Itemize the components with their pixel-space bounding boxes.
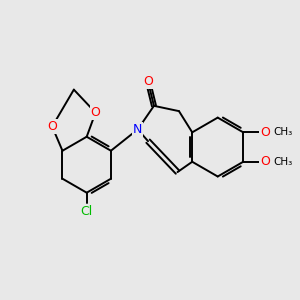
Text: CH₃: CH₃ bbox=[274, 157, 293, 167]
Text: N: N bbox=[133, 123, 142, 136]
Text: CH₃: CH₃ bbox=[274, 127, 293, 137]
Text: O: O bbox=[143, 75, 153, 88]
Text: O: O bbox=[260, 126, 270, 139]
Text: Cl: Cl bbox=[81, 205, 93, 218]
Text: O: O bbox=[91, 106, 100, 119]
Text: O: O bbox=[47, 120, 57, 133]
Text: O: O bbox=[260, 155, 270, 168]
